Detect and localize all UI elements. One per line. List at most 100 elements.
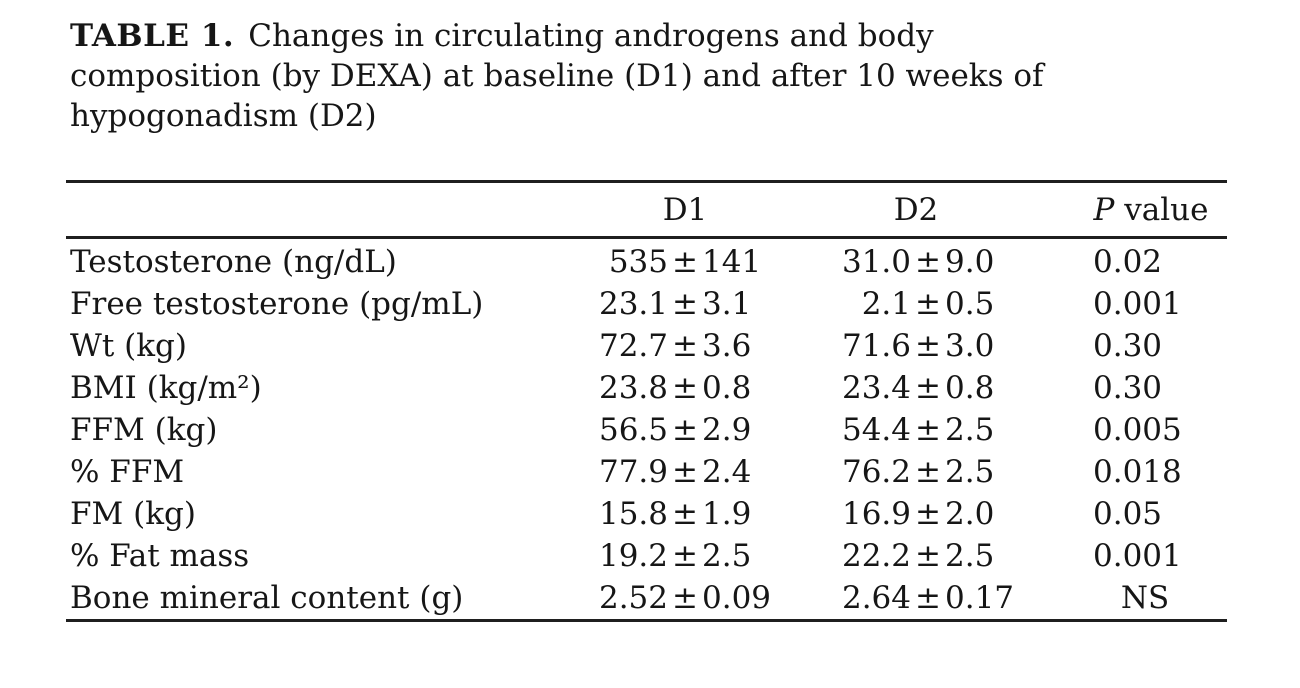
row-label: FM (kg): [70, 496, 196, 532]
plus-minus-sign: ±: [915, 244, 941, 280]
plus-minus-sign: ±: [915, 454, 941, 490]
d2-value-sd: 2.5: [945, 412, 995, 448]
plus-minus-sign: ±: [915, 496, 941, 532]
d1-value-value: 77.9 ±2.4: [590, 454, 780, 490]
table-row: BMI (kg/m²) 23.8 ±0.8 23.4 ±0.8 0.30: [66, 367, 1227, 409]
d1-value-sd: 3.6: [702, 328, 752, 364]
d2-value-sd: 9.0: [945, 244, 995, 280]
d2-value-sd: 2.0: [945, 496, 995, 532]
d1-value: 72.7 ±3.6: [571, 328, 799, 364]
p-value: 0.30: [1093, 370, 1163, 406]
plus-minus-sign: ±: [672, 286, 698, 322]
p-value: 0.30: [1093, 328, 1163, 364]
table-caption: TABLE 1. Changes in circulating androgens…: [70, 16, 1230, 136]
d1-value-sd: 2.9: [702, 412, 752, 448]
row-label: % FFM: [70, 454, 185, 490]
d2-value-value: 22.2 ±2.5: [833, 538, 1023, 574]
table-bottom-rule: [66, 619, 1227, 622]
p-value: 0.02: [1093, 244, 1163, 280]
d2-value-sd: 0.8: [945, 370, 995, 406]
caption-line-2: composition (by DEXA) at baseline (D1) a…: [70, 58, 1044, 94]
d2-value-mean: 2.1: [861, 286, 911, 322]
d2-value: 71.6 ±3.0: [799, 328, 1033, 364]
d2-value-mean: 23.4: [841, 370, 911, 406]
p-value: 0.005: [1093, 412, 1182, 448]
table-row: % FFM 77.9 ±2.4 76.2 ±2.5 0.018: [66, 451, 1227, 493]
d1-value-sd: 0.8: [702, 370, 752, 406]
table-row: FFM (kg) 56.5 ±2.9 54.4 ±2.5 0.005: [66, 409, 1227, 451]
p-value: 0.001: [1093, 286, 1182, 322]
d1-value-sd: 2.5: [702, 538, 752, 574]
d1-value-mean: 19.2: [598, 538, 668, 574]
d1-value-sd: 141: [702, 244, 762, 280]
table-row: % Fat mass 19.2 ±2.5 22.2 ±2.5 0.001: [66, 535, 1227, 577]
row-label: FFM (kg): [70, 412, 218, 448]
table-body: Testosterone (ng/dL) 535 ±141 31.0 ±9.0 0.02 F…: [66, 239, 1227, 619]
d2-value: 76.2 ±2.5: [799, 454, 1033, 490]
plus-minus-sign: ±: [915, 328, 941, 364]
table-row: Bone mineral content (g) 2.52 ±0.09 2.64 ±0.…: [66, 577, 1227, 619]
plus-minus-sign: ±: [672, 454, 698, 490]
d1-value-sd: 0.09: [702, 580, 772, 616]
caption-text-1: Changes in circulating androgens and bod…: [248, 18, 934, 54]
table-header-row: D1 D2 P value: [66, 183, 1227, 236]
d1-value: 23.8 ±0.8: [571, 370, 799, 406]
plus-minus-sign: ±: [672, 580, 698, 616]
table-row: Testosterone (ng/dL) 535 ±141 31.0 ±9.0 0.02: [66, 241, 1227, 283]
d1-value: 56.5 ±2.9: [571, 412, 799, 448]
d1-value: 19.2 ±2.5: [571, 538, 799, 574]
plus-minus-sign: ±: [672, 538, 698, 574]
d2-value-value: 71.6 ±3.0: [833, 328, 1023, 364]
plus-minus-sign: ±: [915, 286, 941, 322]
plus-minus-sign: ±: [915, 580, 941, 616]
d2-value-sd: 0.5: [945, 286, 995, 322]
table-row: FM (kg) 15.8 ±1.9 16.9 ±2.0 0.05: [66, 493, 1227, 535]
d2-value-mean: 71.6: [841, 328, 911, 364]
d1-value-value: 56.5 ±2.9: [590, 412, 780, 448]
d1-value-sd: 2.4: [702, 454, 752, 490]
d2-value: 2.1 ±0.5: [799, 286, 1033, 322]
p-value: 0.05: [1093, 496, 1163, 532]
d1-value-value: 23.1 ±3.1: [590, 286, 780, 322]
d1-value-sd: 3.1: [702, 286, 752, 322]
p-value: 0.001: [1093, 538, 1182, 574]
plus-minus-sign: ±: [672, 328, 698, 364]
d1-value-mean: 2.52: [598, 580, 668, 616]
header-d1: D1: [662, 191, 708, 228]
d2-value-mean: 54.4: [841, 412, 911, 448]
d1-value: 535 ±141: [571, 244, 799, 280]
table-top-rule: [66, 180, 1227, 183]
d1-value-value: 535 ±141: [590, 244, 780, 280]
row-label: BMI (kg/m²): [70, 370, 262, 406]
d1-value-mean: 72.7: [598, 328, 668, 364]
d1-value: 77.9 ±2.4: [571, 454, 799, 490]
d2-value-sd: 0.17: [945, 580, 1015, 616]
table-row: Wt (kg) 72.7 ±3.6 71.6 ±3.0 0.30: [66, 325, 1227, 367]
d1-value: 2.52 ±0.09: [571, 580, 799, 616]
table-number-label: TABLE 1.: [70, 18, 235, 54]
d1-value-value: 15.8 ±1.9: [590, 496, 780, 532]
d1-value-mean: 535: [608, 244, 668, 280]
header-p-italic: P: [1093, 191, 1115, 228]
row-label: Bone mineral content (g): [70, 580, 464, 616]
header-d2: D2: [893, 191, 939, 228]
row-label: Free testosterone (pg/mL): [70, 286, 484, 322]
d1-value-value: 72.7 ±3.6: [590, 328, 780, 364]
d1-value-mean: 15.8: [598, 496, 668, 532]
d1-value-value: 23.8 ±0.8: [590, 370, 780, 406]
plus-minus-sign: ±: [915, 412, 941, 448]
d2-value-value: 2.64 ±0.17: [833, 580, 1023, 616]
table-row: Free testosterone (pg/mL) 23.1 ±3.1 2.1 ±0.5…: [66, 283, 1227, 325]
d1-value-sd: 1.9: [702, 496, 752, 532]
caption-line-1: TABLE 1. Changes in circulating androgens…: [70, 16, 1230, 56]
d1-value-mean: 23.1: [598, 286, 668, 322]
d2-value-mean: 22.2: [841, 538, 911, 574]
plus-minus-sign: ±: [915, 538, 941, 574]
d2-value-value: 16.9 ±2.0: [833, 496, 1023, 532]
p-value: NS: [1120, 580, 1170, 616]
plus-minus-sign: ±: [672, 412, 698, 448]
plus-minus-sign: ±: [672, 370, 698, 406]
d2-value-sd: 2.5: [945, 538, 995, 574]
d1-value: 23.1 ±3.1: [571, 286, 799, 322]
